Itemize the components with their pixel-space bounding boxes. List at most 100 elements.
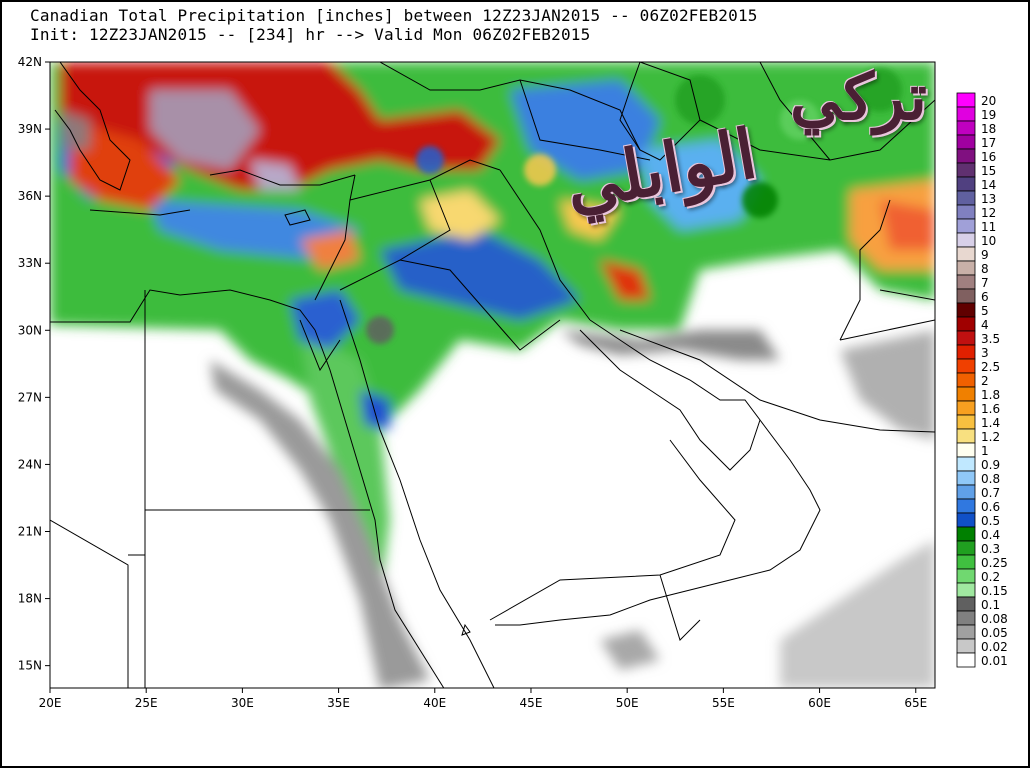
legend-label: 3: [981, 346, 989, 360]
legend-label: 0.05: [981, 626, 1008, 640]
legend-swatch: [956, 596, 976, 612]
legend-label: 0.4: [981, 528, 1001, 542]
legend-swatch: [956, 582, 976, 598]
legend-swatch: [956, 232, 976, 248]
legend-label: 2.5: [981, 360, 1001, 374]
legend-label: 0.02: [981, 640, 1008, 654]
legend-swatch: [956, 456, 976, 472]
legend-swatch: [956, 358, 976, 374]
legend-label: 0.2: [981, 570, 1001, 584]
legend-label: 13: [981, 192, 997, 206]
lon-tick-label: 40E: [423, 696, 446, 710]
legend-label: 4: [981, 318, 989, 332]
lon-tick-label: 55E: [712, 696, 735, 710]
lat-tick-label: 33N: [18, 256, 42, 270]
legend-label: 0.25: [981, 556, 1008, 570]
lon-tick-label: 50E: [616, 696, 639, 710]
legend-swatch: [956, 148, 976, 164]
legend-swatch: [956, 638, 976, 654]
legend-swatch: [956, 176, 976, 192]
legend-swatch: [956, 498, 976, 514]
legend-swatch: [956, 134, 976, 150]
legend-label: 1.2: [981, 430, 1001, 444]
legend-label: 0.1: [981, 598, 1001, 612]
legend-swatch: [956, 316, 976, 332]
legend-swatch: [956, 610, 976, 626]
legend-label: 0.8: [981, 472, 1001, 486]
lon-tick-label: 65E: [904, 696, 927, 710]
legend-label: 18: [981, 122, 997, 136]
longitude-axis: 20E 25E 30E 35E 40E 45E 50E 55E 60E 65E: [39, 688, 927, 710]
lat-tick-label: 39N: [18, 122, 42, 136]
legend-label: 0.9: [981, 458, 1001, 472]
lat-tick-label: 30N: [18, 323, 42, 337]
legend-label: 3.5: [981, 332, 1001, 346]
legend-swatch: [956, 512, 976, 528]
legend-swatch: [956, 330, 976, 346]
lat-tick-label: 15N: [18, 659, 42, 673]
legend-swatch: [956, 302, 976, 318]
legend-label: 9: [981, 248, 989, 262]
legend-label: 1.4: [981, 416, 1001, 430]
legend-label: 10: [981, 234, 997, 248]
legend-swatch: [956, 162, 976, 178]
legend-swatch: [956, 554, 976, 570]
legend-swatch: [956, 624, 976, 640]
lon-tick-label: 45E: [520, 696, 543, 710]
legend-swatch: [956, 288, 976, 304]
lat-tick-label: 18N: [18, 592, 42, 606]
legend-swatch: [956, 414, 976, 430]
legend-label: 0.01: [981, 654, 1008, 668]
legend-swatch: [956, 274, 976, 290]
legend-swatch: [956, 92, 976, 108]
legend-swatch: [956, 652, 976, 668]
legend-colorbar: [956, 92, 976, 668]
legend-label: 11: [981, 220, 997, 234]
lat-tick-label: 27N: [18, 390, 42, 404]
legend-swatch: [956, 344, 976, 360]
latitude-axis: 42N 39N 36N 33N 30N 27N 24N 21N 18N 15N: [18, 55, 50, 673]
country-borders: [50, 62, 935, 688]
legend-swatch: [956, 246, 976, 262]
legend-swatch: [956, 372, 976, 388]
legend-label: 17: [981, 136, 997, 150]
legend-label: 0.15: [981, 584, 1008, 598]
legend-label: 1: [981, 444, 989, 458]
map-subtitle: Init: 12Z23JAN2015 -- [234] hr --> Valid…: [30, 25, 591, 44]
lon-tick-label: 20E: [39, 696, 62, 710]
legend-label: 12: [981, 206, 997, 220]
legend-label: 15: [981, 164, 997, 178]
precip-field: [50, 62, 935, 688]
legend-swatch: [956, 442, 976, 458]
legend-swatch: [956, 526, 976, 542]
legend-swatch: [956, 400, 976, 416]
legend-swatch: [956, 260, 976, 276]
lon-tick-label: 35E: [327, 696, 350, 710]
legend-label: 5: [981, 304, 989, 318]
legend-swatch: [956, 120, 976, 136]
legend-label: 0.7: [981, 486, 1001, 500]
plot-frame: [49, 61, 936, 689]
legend-label: 14: [981, 178, 997, 192]
legend-label: 2: [981, 374, 989, 388]
legend-swatch: [956, 540, 976, 556]
legend-label: 6: [981, 290, 989, 304]
legend-label: 0.6: [981, 500, 1001, 514]
legend-label: 20: [981, 94, 997, 108]
legend-label: 16: [981, 150, 997, 164]
legend-swatch: [956, 190, 976, 206]
legend-label: 8: [981, 262, 989, 276]
legend-swatch: [956, 428, 976, 444]
legend-label: 0.3: [981, 542, 1001, 556]
legend-swatch: [956, 386, 976, 402]
legend-swatch: [956, 568, 976, 584]
legend-label: 7: [981, 276, 989, 290]
map-title: Canadian Total Precipitation [inches] be…: [30, 6, 758, 25]
lat-tick-label: 24N: [18, 457, 42, 471]
legend-swatch: [956, 204, 976, 220]
lat-tick-label: 42N: [18, 55, 42, 69]
legend-label: 0.08: [981, 612, 1008, 626]
legend-label: 19: [981, 108, 997, 122]
lon-tick-label: 30E: [231, 696, 254, 710]
